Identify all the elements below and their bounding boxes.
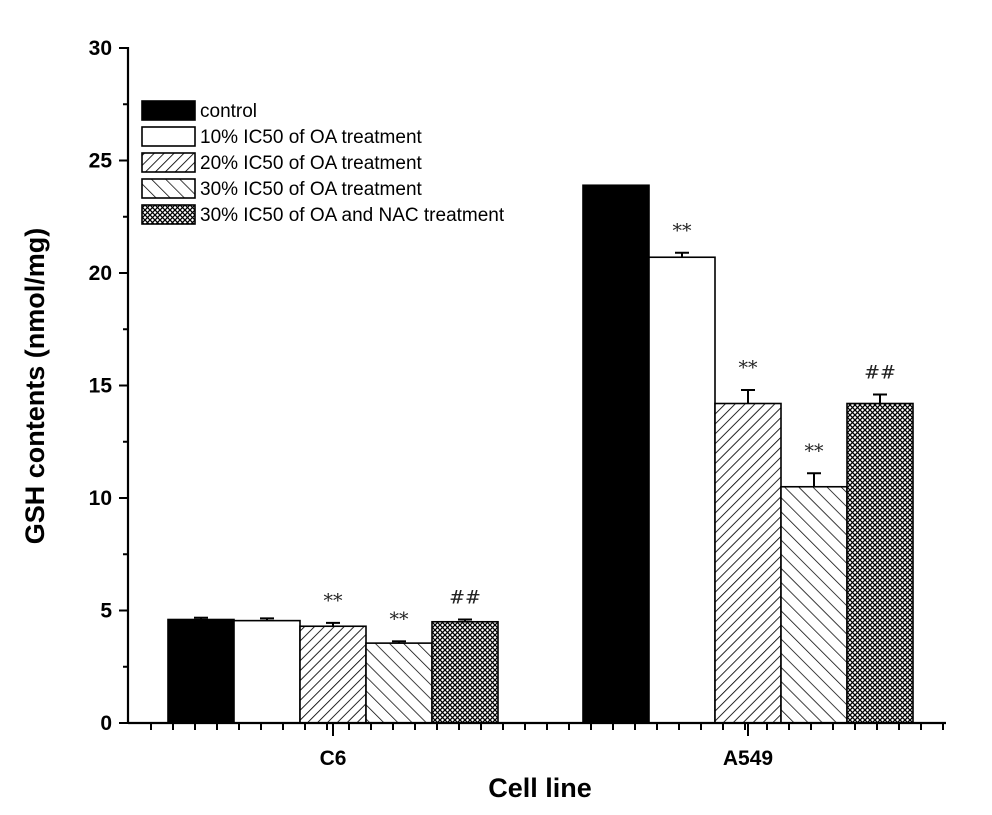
bars (167, 184, 914, 724)
bar (780, 485, 848, 724)
y-tick-label: 5 (100, 600, 112, 623)
legend-swatch (141, 100, 196, 121)
legend-swatch (141, 126, 196, 147)
y-tick-label: 30 (89, 37, 112, 60)
y-tick-label: 25 (89, 150, 113, 173)
y-tick-label: 10 (89, 487, 112, 510)
bar (582, 184, 650, 724)
x-tick-label: C6 (320, 747, 347, 770)
annotations: ** ** ## ** ** ** ## (324, 220, 896, 631)
legend-label: 30% IC50 of OA and NAC treatment (200, 205, 505, 226)
significance-label: ** (324, 590, 344, 612)
y-tick-label: 15 (89, 375, 113, 398)
bar (846, 402, 914, 724)
legend-swatch (141, 204, 196, 225)
x-tick-label: A549 (723, 747, 773, 770)
bar (299, 625, 367, 724)
bar (431, 620, 499, 724)
significance-label: ## (864, 362, 896, 384)
axes: 0 5 10 15 20 25 30 C6 A549 (89, 37, 946, 770)
x-axis-title: Cell line (488, 773, 592, 803)
legend: control 10% IC50 of OA treatment 20% IC50 … (141, 100, 505, 226)
significance-label: ** (805, 440, 825, 462)
y-axis-title: GSH contents (nmol/mg) (20, 228, 50, 545)
bar (233, 619, 301, 724)
legend-label: 10% IC50 of OA treatment (200, 127, 423, 148)
significance-label: ## (449, 587, 481, 609)
legend-swatch (141, 152, 196, 173)
legend-label: 20% IC50 of OA treatment (200, 153, 423, 174)
bar (167, 618, 235, 724)
significance-label: ** (673, 220, 693, 242)
legend-label: 30% IC50 of OA treatment (200, 179, 423, 200)
legend-swatch (141, 178, 196, 199)
significance-label: ** (390, 608, 410, 630)
bar (714, 402, 782, 724)
bar (648, 256, 716, 724)
y-tick-label: 20 (89, 262, 112, 285)
legend-label: control (200, 101, 257, 122)
significance-label: ** (739, 357, 759, 379)
bar (365, 642, 433, 724)
y-tick-label: 0 (100, 712, 112, 735)
